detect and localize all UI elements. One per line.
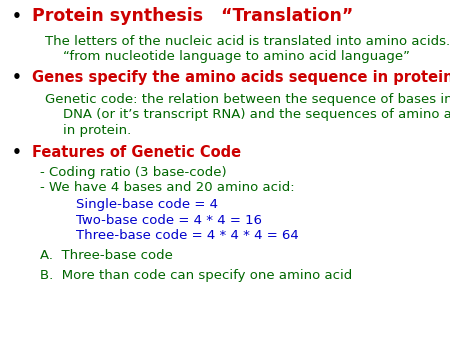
Text: •: • bbox=[11, 70, 21, 84]
Text: DNA (or it’s transcript RNA) and the sequences of amino acid: DNA (or it’s transcript RNA) and the seq… bbox=[63, 108, 450, 121]
Text: - We have 4 bases and 20 amino acid:: - We have 4 bases and 20 amino acid: bbox=[40, 181, 295, 194]
Text: Features of Genetic Code: Features of Genetic Code bbox=[32, 145, 241, 160]
Text: Three-base code = 4 * 4 * 4 = 64: Three-base code = 4 * 4 * 4 = 64 bbox=[76, 229, 299, 242]
Text: Single-base code = 4: Single-base code = 4 bbox=[76, 198, 219, 211]
Text: “from nucleotide language to amino acid language”: “from nucleotide language to amino acid … bbox=[63, 50, 410, 63]
Text: Genetic code: the relation between the sequence of bases in: Genetic code: the relation between the s… bbox=[45, 93, 450, 106]
Text: Genes specify the amino acids sequence in proteins.: Genes specify the amino acids sequence i… bbox=[32, 70, 450, 84]
Text: B.  More than code can specify one amino acid: B. More than code can specify one amino … bbox=[40, 269, 353, 282]
Text: •: • bbox=[11, 9, 21, 24]
Text: •: • bbox=[11, 145, 21, 160]
Text: The letters of the nucleic acid is translated into amino acids.: The letters of the nucleic acid is trans… bbox=[45, 35, 450, 48]
Text: in protein.: in protein. bbox=[63, 124, 131, 137]
Text: - Coding ratio (3 base-code): - Coding ratio (3 base-code) bbox=[40, 166, 227, 178]
Text: A.  Three-base code: A. Three-base code bbox=[40, 249, 173, 262]
Text: Protein synthesis   “Translation”: Protein synthesis “Translation” bbox=[32, 7, 353, 25]
Text: Two-base code = 4 * 4 = 16: Two-base code = 4 * 4 = 16 bbox=[76, 214, 262, 226]
